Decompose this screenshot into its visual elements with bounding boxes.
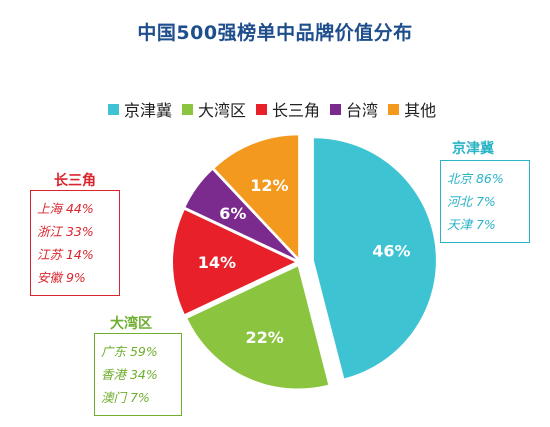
breakdown-item: 澳门 7% [101,390,150,405]
legend-swatch [388,103,400,115]
breakdown-item: 天津 7% [447,217,496,232]
legend: 京津冀 大湾区 长三角 台湾 其他 [108,97,528,121]
legend-label: 其他 [404,101,437,120]
breakdown-box-dawanqu: 广东 59% 香港 34% 澳门 7% [94,333,182,416]
breakdown-title-dawanqu: 大湾区 [110,316,152,332]
breakdown-box-changsanjiao: 上海 44% 浙江 33% 江苏 14% 安徽 9% [30,190,120,296]
pie-slice-label: 46% [372,241,410,260]
legend-swatch [182,103,194,115]
legend-label: 京津冀 [124,101,173,120]
breakdown-title-changsanjiao: 长三角 [54,173,96,189]
breakdown-item: 河北 7% [447,194,496,209]
pie-slice-3 [185,170,296,260]
legend-label: 长三角 [272,101,321,120]
pie-slice-2 [173,210,295,314]
legend-item-other: 其他 [388,97,436,121]
legend-swatch [256,103,268,115]
breakdown-item: 江苏 14% [37,247,94,262]
breakdown-item: 香港 34% [101,367,158,382]
pie-slice-0 [313,138,436,379]
pie-slice-4 [214,135,299,258]
legend-swatch [330,103,342,115]
legend-label: 台湾 [346,101,379,120]
legend-item-changsanjiao: 长三角 [256,97,320,121]
legend-swatch [108,103,119,115]
legend-item-jingjinji: 京津冀 [108,97,172,121]
pie-slice-1 [187,266,329,389]
pie-slice-label: 12% [250,176,288,195]
breakdown-title-jingjinji: 京津冀 [452,141,494,157]
breakdown-item: 广东 59% [101,344,158,359]
legend-label: 大湾区 [198,101,247,120]
chart-title: 中国500强榜单中品牌价值分布 [137,22,413,44]
breakdown-item: 浙江 33% [37,224,94,239]
breakdown-box-jingjinji: 北京 86% 河北 7% 天津 7% [440,160,530,243]
legend-item-dawanqu: 大湾区 [182,97,246,121]
pie-slice-label: 6% [219,204,246,223]
pie-slice-label: 14% [198,253,236,272]
breakdown-item: 北京 86% [447,171,504,186]
breakdown-item: 上海 44% [37,201,94,216]
legend-item-taiwan: 台湾 [330,97,378,121]
breakdown-item: 安徽 9% [37,270,86,285]
pie-slice-label: 22% [245,328,283,347]
